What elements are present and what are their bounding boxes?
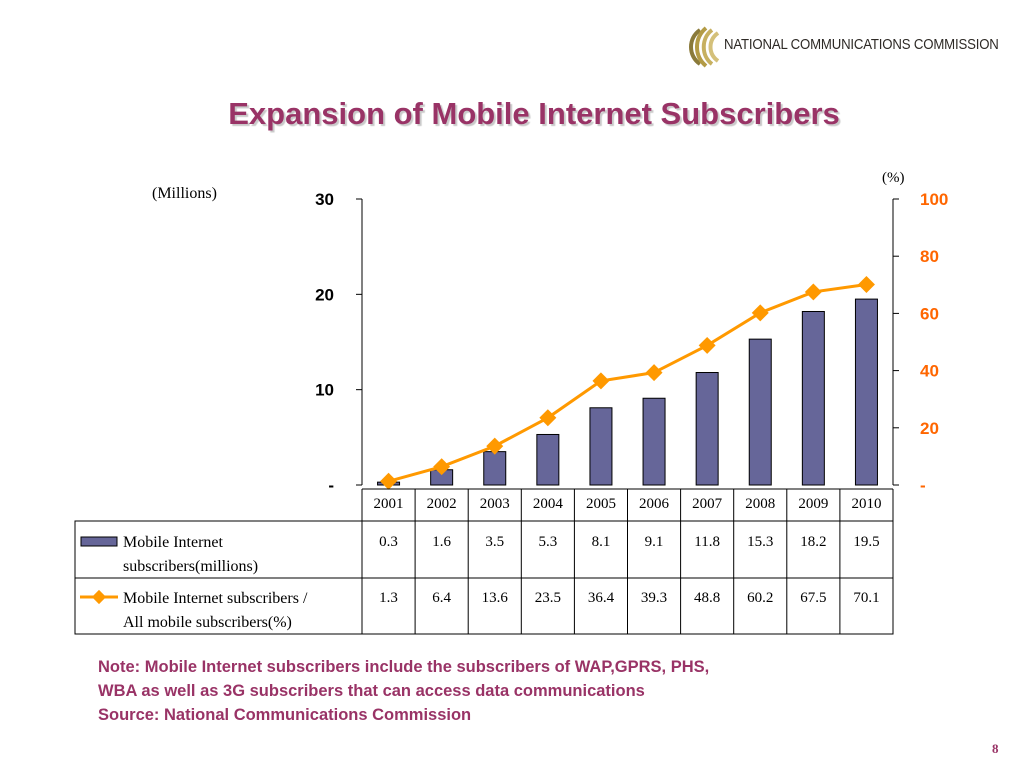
bar-value-cell: 9.1 [645, 534, 664, 550]
pct-marker [698, 336, 716, 354]
bar-value-cell: 15.3 [747, 534, 773, 550]
category-label: 2005 [586, 496, 616, 512]
slide-title: Expansion of Mobile Internet Subscribers [228, 96, 840, 131]
row-label-bars: Mobile Internet [123, 534, 224, 551]
org-name: NATIONAL COMMUNICATIONS COMMISSION [724, 36, 999, 53]
pct-value-cell: 13.6 [482, 590, 509, 606]
category-label: 2001 [374, 496, 404, 512]
bar [748, 338, 772, 486]
category-label: 2007 [692, 496, 723, 512]
ncc-logo: NATIONAL COMMUNICATIONS COMMISSION [686, 22, 999, 72]
bar-value-cell: 11.8 [694, 534, 720, 550]
bar-value-cell: 1.6 [432, 534, 451, 550]
bar [483, 451, 507, 486]
pct-marker [592, 372, 610, 390]
bar [589, 407, 613, 486]
source-line: Source: National Communications Commissi… [98, 706, 472, 724]
pct-line [388, 283, 867, 483]
pct-value-cell: 23.5 [535, 590, 561, 606]
pct-value-cell: 36.4 [588, 590, 615, 606]
note-block: Note: Mobile Internet subscribers includ… [98, 655, 709, 727]
right-axis-tick-label: - [920, 476, 926, 495]
left-axis-tick-label: - [328, 476, 334, 495]
right-axis-tick-label: 40 [920, 362, 939, 381]
pct-marker [539, 409, 557, 427]
pct-marker [433, 458, 451, 476]
right-axis-unit: (%) [882, 170, 905, 186]
right-axis-tick-label: 60 [920, 304, 939, 323]
note-line-2: WBA as well as 3G subscribers that can a… [98, 682, 645, 700]
pct-marker [751, 304, 769, 322]
row-label-pct: Mobile Internet subscribers / [123, 590, 308, 607]
bar [801, 310, 825, 486]
pct-marker [486, 437, 504, 455]
note-line-1: Note: Mobile Internet subscribers includ… [98, 658, 710, 676]
bar-value-cell: 3.5 [485, 534, 504, 550]
category-label: 2008 [745, 496, 775, 512]
left-axis-tick-label: 20 [315, 285, 334, 304]
pct-value-cell: 67.5 [800, 590, 826, 606]
category-label: 2002 [427, 496, 457, 512]
category-label: 2009 [798, 496, 828, 512]
row-label-bars: subscribers(millions) [123, 558, 258, 575]
legend-bar-swatch [80, 536, 118, 547]
pct-marker [645, 364, 663, 382]
category-label: 2006 [639, 496, 670, 512]
legend-line-marker [91, 589, 107, 605]
bar [695, 372, 719, 486]
row-label-pct: All mobile subscribers(%) [123, 614, 292, 631]
bar-value-cell: 19.5 [853, 534, 879, 550]
pct-value-cell: 60.2 [747, 590, 773, 606]
bar-value-cell: 5.3 [538, 534, 557, 550]
pct-value-cell: 39.3 [641, 590, 667, 606]
pct-value-cell: 6.4 [432, 590, 451, 606]
bar-value-cell: 0.3 [379, 534, 398, 550]
bar-value-cell: 18.2 [800, 534, 826, 550]
right-axis-tick-label: 80 [920, 247, 939, 266]
left-axis-tick-label: 30 [315, 190, 334, 209]
category-label: 2010 [851, 496, 881, 512]
pct-value-cell: 1.3 [379, 590, 398, 606]
category-label: 2003 [480, 496, 510, 512]
pct-value-cell: 70.1 [853, 590, 879, 606]
pct-marker [857, 276, 875, 293]
pct-value-cell: 48.8 [694, 590, 720, 606]
left-axis-unit: (Millions) [152, 185, 217, 202]
pct-marker [804, 283, 822, 301]
bar [536, 433, 560, 486]
ncc-logo-emblem [689, 26, 720, 68]
left-axis-tick-label: 10 [315, 381, 334, 400]
page-number: 8 [992, 741, 999, 756]
category-label: 2004 [533, 496, 564, 512]
bar [642, 397, 666, 486]
right-axis-tick-label: 100 [920, 190, 948, 209]
right-axis-tick-label: 20 [920, 419, 939, 438]
pct-marker [380, 472, 398, 490]
bar-value-cell: 8.1 [592, 534, 611, 550]
bar [854, 298, 878, 486]
